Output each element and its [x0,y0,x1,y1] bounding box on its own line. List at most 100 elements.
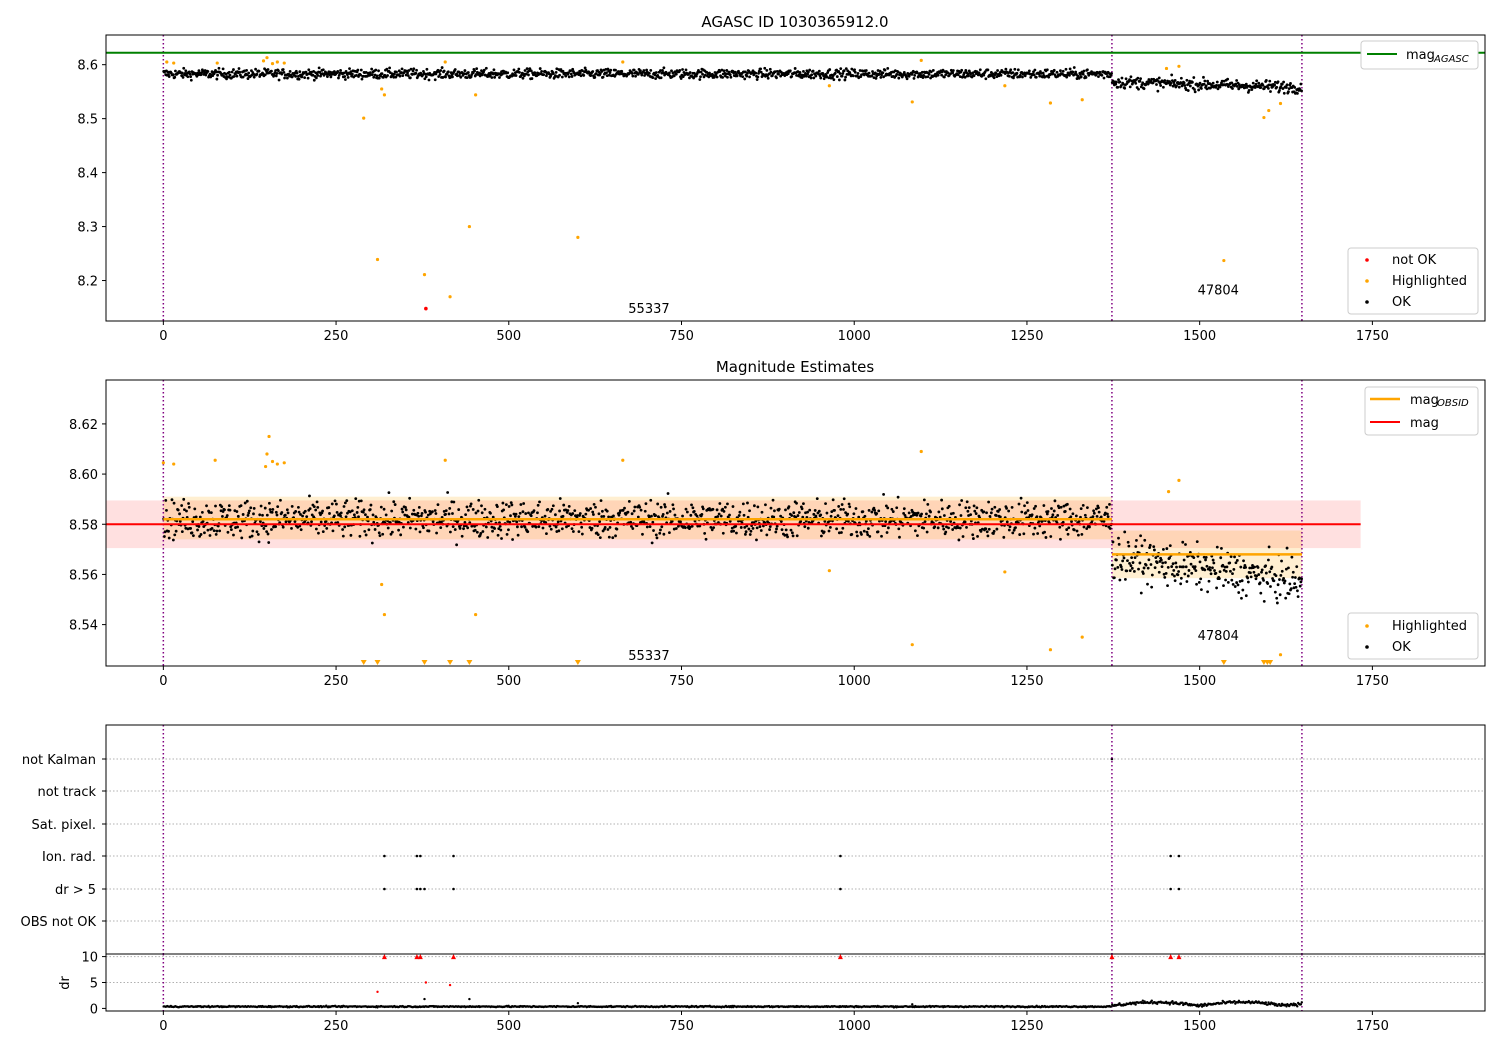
ok-point [684,68,688,72]
ok-point [648,525,652,529]
ok-point [711,507,715,511]
ok-point [186,75,190,79]
ok-point [492,68,496,72]
ok-point [183,508,186,512]
dr-point [1264,1001,1268,1004]
ok-point [392,75,396,79]
ok-point [540,69,544,73]
highlighted-point [1164,66,1169,71]
ok-point [371,513,375,517]
ok-point [822,530,826,534]
ok-point [1187,569,1191,572]
ok-point [1225,82,1229,86]
ok-point [556,520,560,524]
not-ok-point [424,306,428,311]
dr-point [1171,1000,1174,1003]
ok-point [462,72,466,76]
ok-point [655,536,659,540]
ok-point [424,75,428,79]
ok-point [949,520,953,523]
ok-point [337,73,341,77]
ok-point [1045,68,1049,72]
ok-point [717,512,721,516]
ok-point [1170,572,1174,576]
ok-point [1285,546,1289,550]
ok-point [1193,88,1196,91]
ok-point [329,75,333,79]
ok-point [1178,565,1182,569]
ok-point [475,530,479,534]
ok-point [956,73,960,77]
ok-point [1047,75,1051,79]
highlighted-point [1177,64,1181,68]
ok-point [1244,565,1248,569]
ok-point [1150,77,1154,81]
ok-point [1071,70,1075,74]
ok-point [1171,562,1175,566]
ok-point [328,70,332,74]
ok-point [797,511,801,514]
ok-point [1269,585,1272,588]
ok-point [1241,588,1245,592]
ok-point [1274,574,1278,578]
ok-point [267,541,271,544]
ok-point [1052,68,1056,72]
ok-point [1272,579,1276,583]
ok-point [645,525,649,529]
ok-point [1025,501,1029,505]
ok-point [1035,515,1039,519]
ok-point [321,509,324,513]
ok-point [748,75,751,79]
ok-point [1258,581,1262,585]
ok-point [330,502,334,506]
ok-point [1142,87,1146,91]
ok-point [844,67,848,71]
ok-point [842,497,846,501]
ok-point [516,533,520,537]
ok-point [662,532,666,536]
ok-point [717,521,720,524]
ok-point [1021,75,1024,79]
ok-point [1215,545,1219,549]
ok-point [1291,575,1294,579]
ok-point [885,531,889,534]
ok-point [546,508,550,511]
ok-point [364,513,367,517]
ok-point [514,74,518,77]
ok-point [1190,571,1194,575]
ok-point [1143,538,1147,542]
highlighted-point [165,60,169,64]
ok-point [818,74,822,78]
ok-point [387,491,391,495]
ok-point [940,73,944,77]
ok-point [1256,566,1260,569]
ok-point [905,77,909,81]
ok-point [1170,73,1174,77]
ok-point [629,520,633,524]
ok-point [1116,565,1120,569]
ok-point [1266,582,1270,585]
ok-point [1231,572,1234,576]
ok-point [1300,577,1303,581]
flag-point [1169,854,1172,858]
ok-point [662,66,666,70]
ok-point [879,75,883,79]
below-range-marker [447,660,454,665]
ok-point [754,71,758,75]
ok-point [679,77,683,80]
ok-point [796,514,800,517]
ok-point [984,77,988,81]
ok-point [346,75,350,79]
ok-point [1226,77,1230,81]
ok-point [342,71,346,75]
ok-point [502,508,506,512]
ok-point [357,499,361,503]
ok-point [1147,558,1151,562]
ok-point [881,71,885,75]
highlighted-point [265,452,269,456]
ok-point [743,525,747,529]
ok-point [1204,556,1208,559]
ok-point [589,74,593,78]
ok-point [801,515,805,519]
ok-point [1032,73,1036,77]
